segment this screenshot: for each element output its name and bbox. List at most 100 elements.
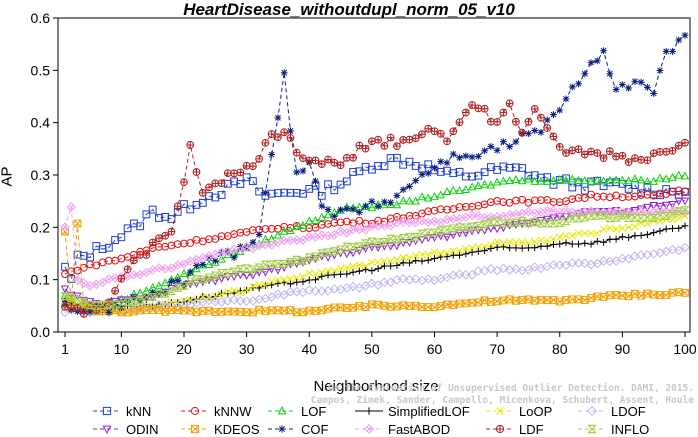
- legend-item-cof: COF: [267, 422, 328, 437]
- data-point: [254, 268, 264, 277]
- data-point: [217, 307, 226, 316]
- series-cof: [61, 31, 689, 316]
- data-point: [274, 306, 282, 315]
- data-point: [217, 254, 226, 263]
- data-point: [286, 226, 295, 235]
- data-point: [411, 134, 420, 143]
- data-point: [86, 308, 94, 316]
- data-point: [255, 305, 264, 314]
- data-point: [649, 214, 659, 222]
- data-point: [467, 210, 477, 221]
- data-point: [611, 213, 621, 222]
- data-point: [323, 248, 333, 257]
- legend-swatch: [268, 425, 296, 433]
- watermark-line-1: Campos, Zimek, Sander, Campello, Micenko…: [310, 395, 694, 406]
- data-point: [467, 182, 477, 191]
- data-point: [60, 285, 70, 294]
- series-inflo: [60, 206, 690, 311]
- legend-label: LDOF: [611, 403, 646, 419]
- data-point: [430, 248, 439, 256]
- data-point: [567, 207, 578, 218]
- data-point: [266, 292, 277, 302]
- data-point: [280, 275, 288, 284]
- data-point: [437, 253, 445, 261]
- data-point: [562, 239, 570, 247]
- data-point: [342, 250, 352, 259]
- data-point: [555, 174, 564, 183]
- data-point: [631, 78, 639, 85]
- data-point: [580, 150, 589, 159]
- data-point: [292, 222, 301, 231]
- data-point: [323, 210, 333, 219]
- data-point: [349, 153, 357, 162]
- data-point: [668, 146, 677, 155]
- data-point: [299, 189, 307, 198]
- data-point: [669, 225, 676, 232]
- data-point: [399, 186, 407, 194]
- data-point: [474, 298, 483, 307]
- data-point: [436, 232, 445, 241]
- data-point: [380, 198, 388, 206]
- data-point: [530, 237, 539, 246]
- data-point: [549, 176, 558, 185]
- data-point: [461, 299, 470, 308]
- data-point: [537, 242, 545, 250]
- data-point: [405, 238, 414, 247]
- data-point: [680, 242, 690, 253]
- data-point: [354, 242, 364, 251]
- data-point: [493, 243, 501, 251]
- data-point: [656, 227, 664, 235]
- data-point: [574, 229, 583, 237]
- data-point: [67, 291, 76, 300]
- data-point: [117, 274, 126, 283]
- data-point: [518, 244, 526, 252]
- data-point: [379, 220, 390, 231]
- data-point: [79, 309, 88, 318]
- data-point: [166, 263, 177, 273]
- data-point: [398, 217, 408, 227]
- data-point: [316, 230, 327, 240]
- data-point: [529, 262, 540, 272]
- data-point: [186, 296, 195, 304]
- data-point: [317, 212, 326, 221]
- data-point: [656, 291, 664, 299]
- data-point: [611, 175, 621, 184]
- data-point: [386, 257, 395, 265]
- data-point: [650, 90, 658, 97]
- data-point: [155, 306, 163, 314]
- data-point: [230, 254, 238, 262]
- data-point: [512, 138, 520, 146]
- data-point: [379, 237, 390, 246]
- data-point: [205, 294, 213, 302]
- data-point: [242, 286, 251, 295]
- x-tick-label: 30: [239, 341, 255, 357]
- data-point: [424, 234, 433, 243]
- data-point: [335, 226, 346, 236]
- data-point: [330, 271, 338, 279]
- data-point: [661, 174, 671, 183]
- data-point: [186, 141, 195, 149]
- data-point: [330, 303, 339, 312]
- data-point: [374, 265, 382, 272]
- data-point: [373, 280, 383, 290]
- data-point: [255, 154, 264, 163]
- data-point: [417, 215, 427, 226]
- data-point: [605, 214, 615, 223]
- data-point: [593, 149, 602, 157]
- data-point: [373, 238, 383, 247]
- data-point: [292, 255, 302, 264]
- data-point: [480, 296, 489, 305]
- data-point: [461, 184, 471, 193]
- data-point: [455, 118, 464, 127]
- data-point: [674, 197, 683, 206]
- data-point: [285, 258, 296, 266]
- data-point: [255, 281, 263, 289]
- legend-item-odin: ODIN: [92, 422, 159, 437]
- data-point: [279, 264, 289, 273]
- data-point: [681, 31, 689, 39]
- data-point: [468, 101, 476, 109]
- data-point: [479, 220, 490, 229]
- data-point: [287, 280, 294, 288]
- data-point: [599, 176, 608, 185]
- data-point: [343, 205, 351, 213]
